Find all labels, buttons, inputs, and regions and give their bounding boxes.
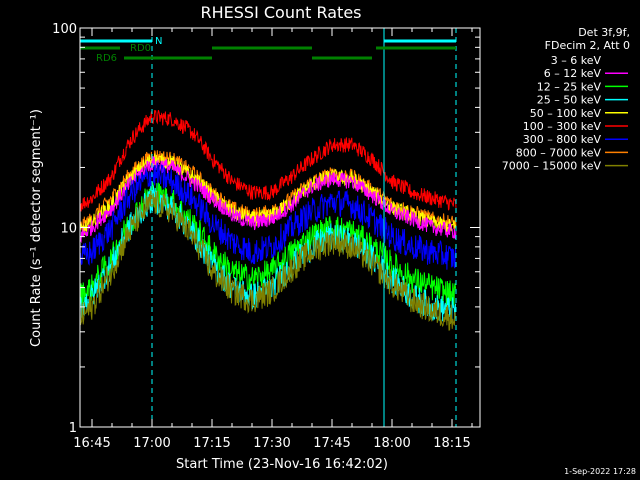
legend-entry-label: 100 – 300 keV: [523, 120, 602, 133]
x-tick-label: 18:15: [433, 436, 470, 451]
legend-header: Det 3f,9f,: [578, 26, 630, 39]
x-tick-label: 17:00: [133, 436, 170, 451]
chart-title: RHESSI Count Rates: [201, 3, 362, 22]
plot-marks: [79, 103, 457, 331]
legend-entry-label: 7000 – 15000 keV: [502, 160, 602, 173]
legend-entry-label: 800 – 7000 keV: [516, 146, 602, 159]
series-line-7: [79, 180, 457, 309]
series-line-1: [79, 103, 457, 162]
flag-label: RD0: [130, 43, 151, 54]
y-axis-label: Count Rate (s⁻¹ detector segment⁻¹): [29, 109, 44, 347]
flag-label: RD6: [96, 53, 117, 64]
legend-entry-label: 12 – 25 keV: [537, 80, 602, 93]
series-line-2: [79, 109, 457, 212]
flag-label: N: [155, 36, 162, 47]
y-axis: 1 10 100: [52, 22, 480, 436]
legend-entry-label: 3 – 6 keV: [551, 54, 602, 67]
y-tick-label: 10: [60, 222, 77, 237]
x-tick-label: 16:45: [73, 436, 110, 451]
x-axis-label: Start Time (23-Nov-16 16:42:02): [176, 457, 388, 472]
y-tick-label: 1: [69, 421, 77, 436]
flag-bars: N RD0 RD6: [80, 36, 456, 64]
x-tick-label: 17:45: [313, 436, 350, 451]
footer-timestamp: 1-Sep-2022 17:28: [564, 467, 636, 476]
legend-entry-label: 50 – 100 keV: [530, 107, 602, 120]
x-tick-label: 17:30: [253, 436, 290, 451]
x-tick-label: 17:15: [193, 436, 230, 451]
x-tick-label: 18:00: [373, 436, 410, 451]
legend-entry-label: 6 – 12 keV: [544, 67, 602, 80]
x-axis: 16:45 17:00 17:15 17:30 17:45 18:00 18:15: [73, 28, 473, 451]
series-line-9: [79, 190, 457, 331]
y-tick-label: 100: [52, 22, 77, 37]
series-line-5: [79, 155, 457, 244]
legend-header: FDecim 2, Att 0: [545, 39, 630, 52]
legend-entry-label: 25 – 50 keV: [537, 94, 602, 107]
legend-entry-label: 300 – 800 keV: [523, 133, 602, 146]
series-line-6: [79, 162, 457, 270]
